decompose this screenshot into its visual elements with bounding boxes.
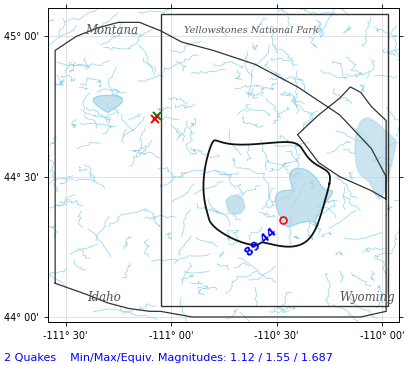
Polygon shape bbox=[93, 95, 122, 112]
Text: Montana: Montana bbox=[85, 24, 138, 37]
Polygon shape bbox=[354, 118, 395, 199]
Text: 89 44: 89 44 bbox=[242, 226, 279, 260]
Polygon shape bbox=[225, 195, 244, 215]
Text: Wyoming: Wyoming bbox=[339, 291, 394, 304]
Polygon shape bbox=[275, 168, 332, 227]
Text: 2 Quakes    Min/Max/Equiv. Magnitudes: 1.12 / 1.55 / 1.687: 2 Quakes Min/Max/Equiv. Magnitudes: 1.12… bbox=[4, 353, 332, 363]
Text: Idaho: Idaho bbox=[86, 291, 120, 304]
Bar bbox=[160, 14, 387, 306]
Text: Yellowstones National Park: Yellowstones National Park bbox=[183, 26, 318, 35]
